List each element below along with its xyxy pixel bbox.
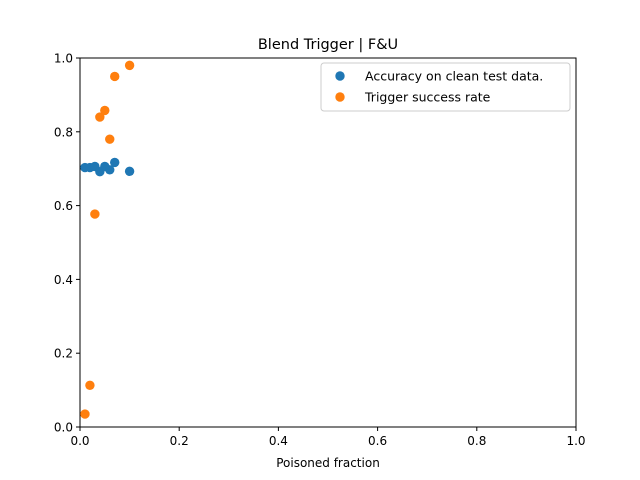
y-tick-label: 1.0 [54,52,73,66]
data-point [85,380,95,391]
legend-marker [335,92,345,102]
y-tick-label: 0.8 [54,125,73,139]
axes-frame [79,57,577,428]
x-tick-label: 0.0 [70,434,89,448]
x-tick-label: 1.0 [566,434,585,448]
series-0 [80,157,135,177]
data-point [105,134,115,144]
x-tick-label: 0.8 [467,434,486,448]
data-point [124,60,135,71]
data-point [110,71,120,82]
series-1 [80,60,135,419]
data-point [100,105,110,116]
data-point [124,166,135,176]
data-point [80,409,90,419]
x-tick-label: 0.6 [368,434,387,448]
x-tick-label: 0.4 [269,434,288,448]
data-point [95,112,105,122]
legend-entry-label: Trigger success rate [364,90,491,105]
data-point [110,157,120,168]
legend-box [320,62,571,112]
data-point [105,165,115,175]
chart-title: Blend Trigger | F&U [258,37,398,53]
y-tick-label: 0.4 [54,273,73,287]
legend: Accuracy on clean test data. Trigger succ… [320,62,571,112]
y-tick-label: 0.0 [54,421,73,435]
y-tick-label: 0.2 [54,347,73,361]
plot-area: 0.0 0.2 0.4 0.6 0.8 1.0 0.0 0.2 0.4 0.6 0.8 1.0 [54,52,586,449]
x-axis-label: Poisoned fraction [276,456,380,470]
legend-marker [335,71,345,81]
data-point [90,209,100,219]
legend-entry-label: Accuracy on clean test data. [365,69,543,84]
x-tick-label: 0.2 [170,434,189,448]
y-tick-label: 0.6 [54,199,73,213]
